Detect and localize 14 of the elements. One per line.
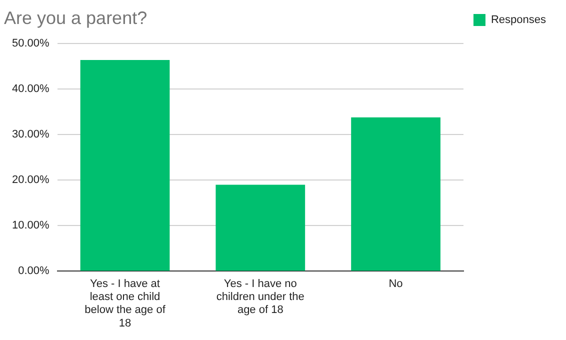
y-tick-label: 30.00% <box>12 128 50 141</box>
chart-title: Are you a parent? <box>4 8 148 28</box>
bar <box>80 60 170 271</box>
x-tick-label: No <box>388 278 403 290</box>
y-tick-label: 10.00% <box>12 220 50 232</box>
bar <box>216 184 306 271</box>
x-tick-label: Yes - I have no children under the age of 18 <box>216 278 304 316</box>
y-tick-label: 0.00% <box>18 265 50 278</box>
legend-label: Responses <box>490 14 546 26</box>
y-tick-label: 20.00% <box>12 174 50 186</box>
bar <box>351 117 440 271</box>
y-tick-label: 40.00% <box>12 83 50 96</box>
y-tick-label: 50.00% <box>12 38 50 50</box>
x-tick-label: Yes - I have at least one child below the age of 18 <box>84 278 166 330</box>
